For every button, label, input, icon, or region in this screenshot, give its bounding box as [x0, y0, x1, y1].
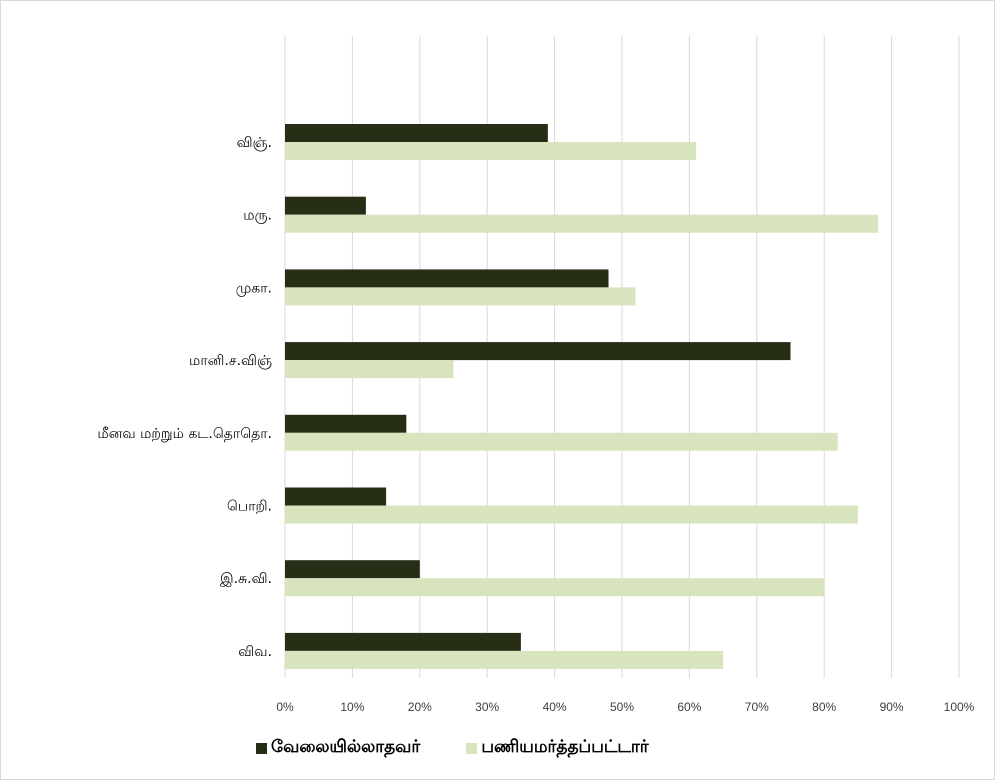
bar-employed [285, 287, 636, 306]
category-label: விவ. [238, 644, 272, 660]
bar-employed [285, 650, 724, 669]
bar-unemployed [285, 487, 387, 506]
x-tick-label: 100% [944, 700, 975, 714]
bar-employed [285, 214, 879, 233]
x-tick-label: 60% [677, 700, 701, 714]
legend-label-unemployed: வேலையில்லாதவர் [271, 737, 421, 757]
bar-employed [285, 432, 838, 451]
category-labels: விஞ். மரு. முகா. மானி.ச.விஞ் மீனவ மற்றும் கட… [97, 135, 272, 660]
bar-unemployed [285, 560, 420, 579]
category-label: இ.சு.வி. [220, 571, 272, 587]
legend-label-employed: பணியமர்த்தப்பட்டார் [481, 737, 649, 757]
bar-employed [285, 578, 825, 597]
category-label: முகா. [236, 280, 272, 296]
bar-unemployed [285, 196, 366, 215]
legend: வேலையில்லாதவர் பணியமர்த்தப்பட்டார் [256, 737, 695, 759]
bar-unemployed [285, 124, 548, 142]
category-label: விஞ். [237, 135, 272, 151]
x-tick-label: 20% [408, 700, 432, 714]
x-axis-ticks: 0% 10% 20% 30% 40% 50% 60% 70% 80% 90% 100% [276, 700, 974, 714]
bars [285, 124, 879, 669]
bar-unemployed [285, 342, 791, 361]
x-tick-label: 30% [475, 700, 499, 714]
legend-item-employed: பணியமர்த்தப்பட்டார் [466, 737, 649, 759]
x-tick-label: 80% [812, 700, 836, 714]
bar-employed [285, 505, 858, 524]
legend-swatch-employed [466, 742, 478, 754]
x-tick-label: 90% [880, 700, 904, 714]
category-label: மீனவ மற்றும் கட.தொதொ. [97, 426, 272, 442]
x-tick-label: 40% [543, 700, 567, 714]
category-label: பொறி. [227, 499, 272, 515]
x-tick-label: 10% [340, 700, 364, 714]
category-label: மரு. [243, 208, 272, 224]
legend-swatch-unemployed [256, 742, 267, 754]
x-tick-label: 70% [745, 700, 769, 714]
legend-item-unemployed: வேலையில்லாதவர் [256, 737, 420, 759]
x-tick-label: 50% [610, 700, 634, 714]
x-tick-label: 0% [276, 700, 294, 714]
bar-employed [285, 142, 697, 160]
category-label: மானி.ச.விஞ் [189, 353, 272, 369]
bar-employed [285, 360, 454, 379]
bar-unemployed [285, 269, 609, 288]
bar-unemployed [285, 414, 407, 433]
bar-unemployed [285, 632, 521, 651]
